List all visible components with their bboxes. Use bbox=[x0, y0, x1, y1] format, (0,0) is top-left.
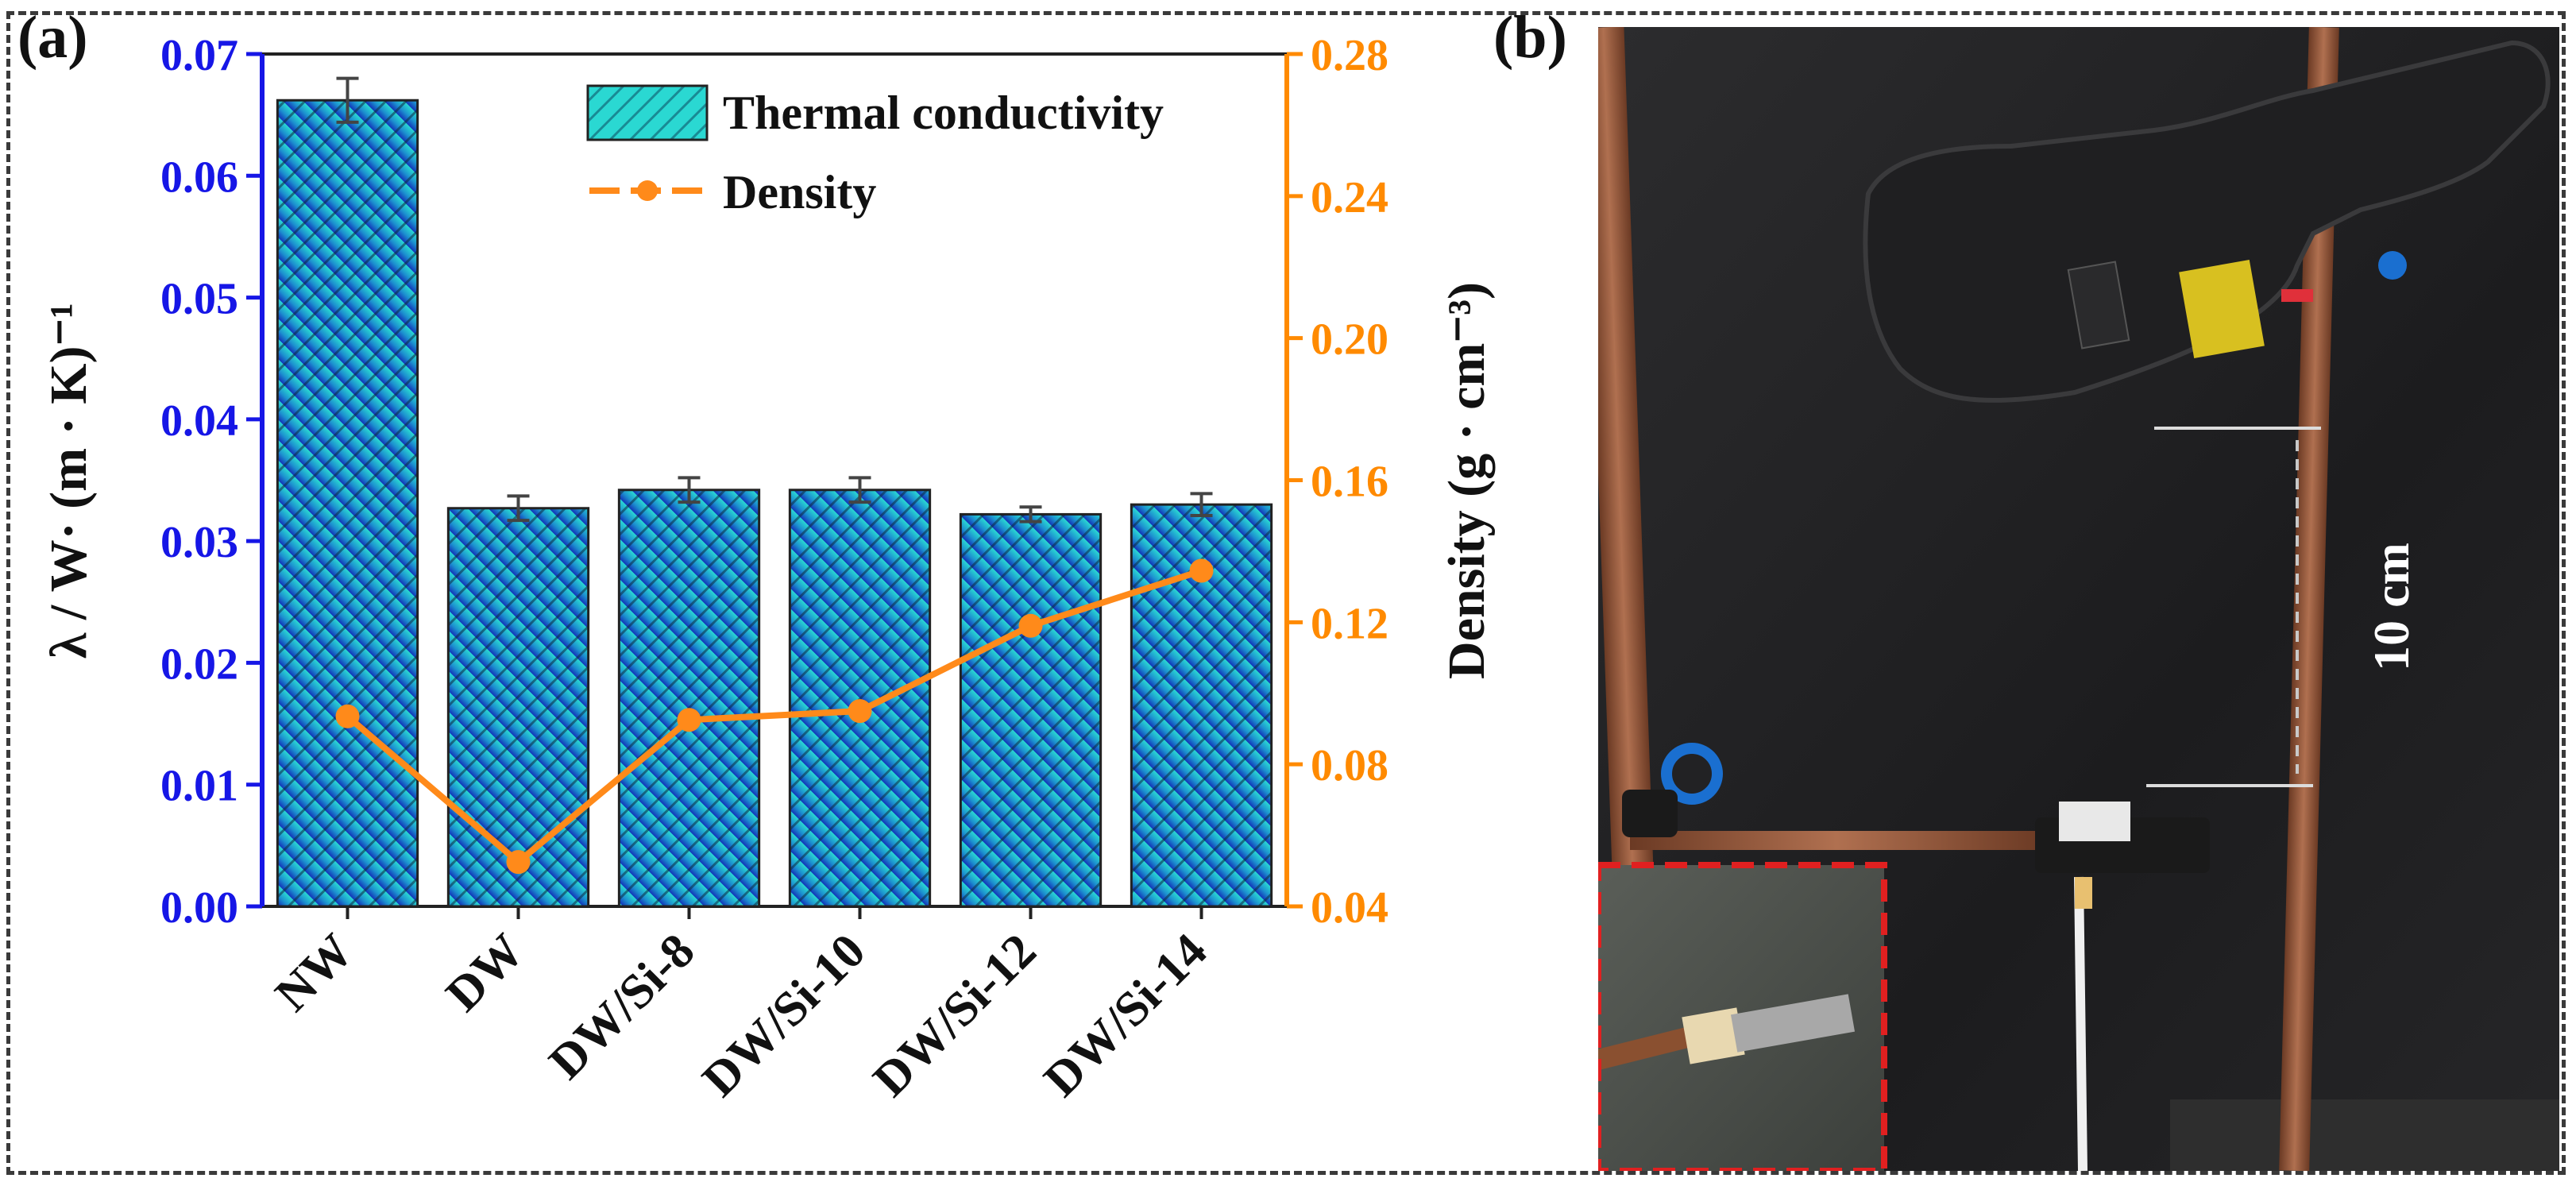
left-stand-rod bbox=[1598, 27, 1655, 918]
x-tick-label-nw: NW bbox=[265, 924, 364, 1022]
y2-tick-label: 0.16 bbox=[1311, 458, 1388, 507]
bar-line-chart: 0.00 0.01 0.02 0.03 0.04 0.05 0.06 0.07 0.04 0.0… bbox=[40, 31, 1496, 1107]
y2-tick-label: 0.24 bbox=[1311, 173, 1388, 222]
y-tick-label: 0.00 bbox=[160, 883, 238, 933]
x-tick-label-dw-si-10: DW/Si-10 bbox=[693, 924, 876, 1107]
y-tick-label: 0.06 bbox=[160, 153, 238, 202]
bar-dw-si-8 bbox=[617, 489, 761, 908]
error-bar-dw bbox=[507, 494, 530, 523]
experimental-setup-photo: 10 cm bbox=[1598, 27, 2559, 1171]
y2-axis-title: Density (g · cm⁻³) bbox=[1438, 282, 1496, 679]
density-point-dw-si-12 bbox=[1018, 613, 1043, 638]
y-tick-label: 0.03 bbox=[160, 518, 238, 567]
y2-tick-label: 0.12 bbox=[1311, 599, 1388, 648]
x-tick-label-dw: DW bbox=[436, 924, 535, 1022]
x-tick-label-dw-si-8: DW/Si-8 bbox=[539, 924, 705, 1090]
y-tick-label: 0.04 bbox=[160, 396, 238, 446]
error-bar-dw-si-8 bbox=[678, 476, 701, 504]
density-point-dw-si-8 bbox=[677, 708, 701, 732]
density-point-dw-si-14 bbox=[1189, 558, 1214, 583]
distance-annotation: 10 cm bbox=[2363, 543, 2420, 671]
bar-dw-si-12 bbox=[959, 512, 1103, 908]
legend: Thermal conductivity Density bbox=[586, 84, 1164, 218]
thermocouple-inset-icon bbox=[1598, 862, 1887, 1171]
error-bar-nw bbox=[336, 76, 359, 124]
sample-holder-icon bbox=[2035, 802, 2210, 1171]
y-tick-label: 0.05 bbox=[160, 275, 238, 324]
figure-frame bbox=[6, 11, 2566, 1175]
panel-a-label: (a) bbox=[17, 4, 88, 71]
y2-tick-label: 0.20 bbox=[1311, 315, 1388, 365]
infrared-thermometer-icon bbox=[1863, 40, 2551, 403]
y2-tick-label: 0.04 bbox=[1311, 883, 1388, 933]
right-stand-rod bbox=[2279, 27, 2339, 1171]
density-point-dw bbox=[506, 850, 531, 875]
sample-arm bbox=[1630, 831, 2043, 850]
error-bar-dw-si-12 bbox=[1019, 505, 1042, 523]
x-tick-label-dw-si-14: DW/Si-14 bbox=[1034, 924, 1218, 1107]
density-point-nw bbox=[335, 704, 360, 728]
legend-label-thermal-conductivity: Thermal conductivity bbox=[723, 87, 1164, 139]
x-tick-label-dw-si-12: DW/Si-12 bbox=[863, 924, 1047, 1107]
legend-label-density: Density bbox=[723, 166, 876, 218]
bar-dw-si-10 bbox=[788, 489, 932, 908]
bar-nw bbox=[276, 99, 419, 908]
error-bar-dw-si-10 bbox=[848, 476, 871, 504]
y2-tick-label: 0.28 bbox=[1311, 31, 1388, 80]
bar-dw bbox=[446, 507, 590, 908]
density-series-line bbox=[345, 567, 1203, 867]
density-point-dw-si-10 bbox=[848, 699, 872, 724]
y-tick-label: 0.07 bbox=[160, 31, 238, 80]
panel-b-label: (b) bbox=[1493, 4, 1567, 71]
y-tick-label: 0.01 bbox=[160, 762, 238, 811]
y-tick-label: 0.02 bbox=[160, 639, 238, 689]
y2-tick-label: 0.08 bbox=[1311, 741, 1388, 790]
legend-swatch-density-marker bbox=[637, 180, 658, 201]
legend-swatch-thermal-conductivity bbox=[586, 84, 709, 141]
error-bar-dw-si-14 bbox=[1190, 492, 1213, 517]
y-axis-title: λ / W· (m · K)⁻¹ bbox=[40, 303, 98, 659]
